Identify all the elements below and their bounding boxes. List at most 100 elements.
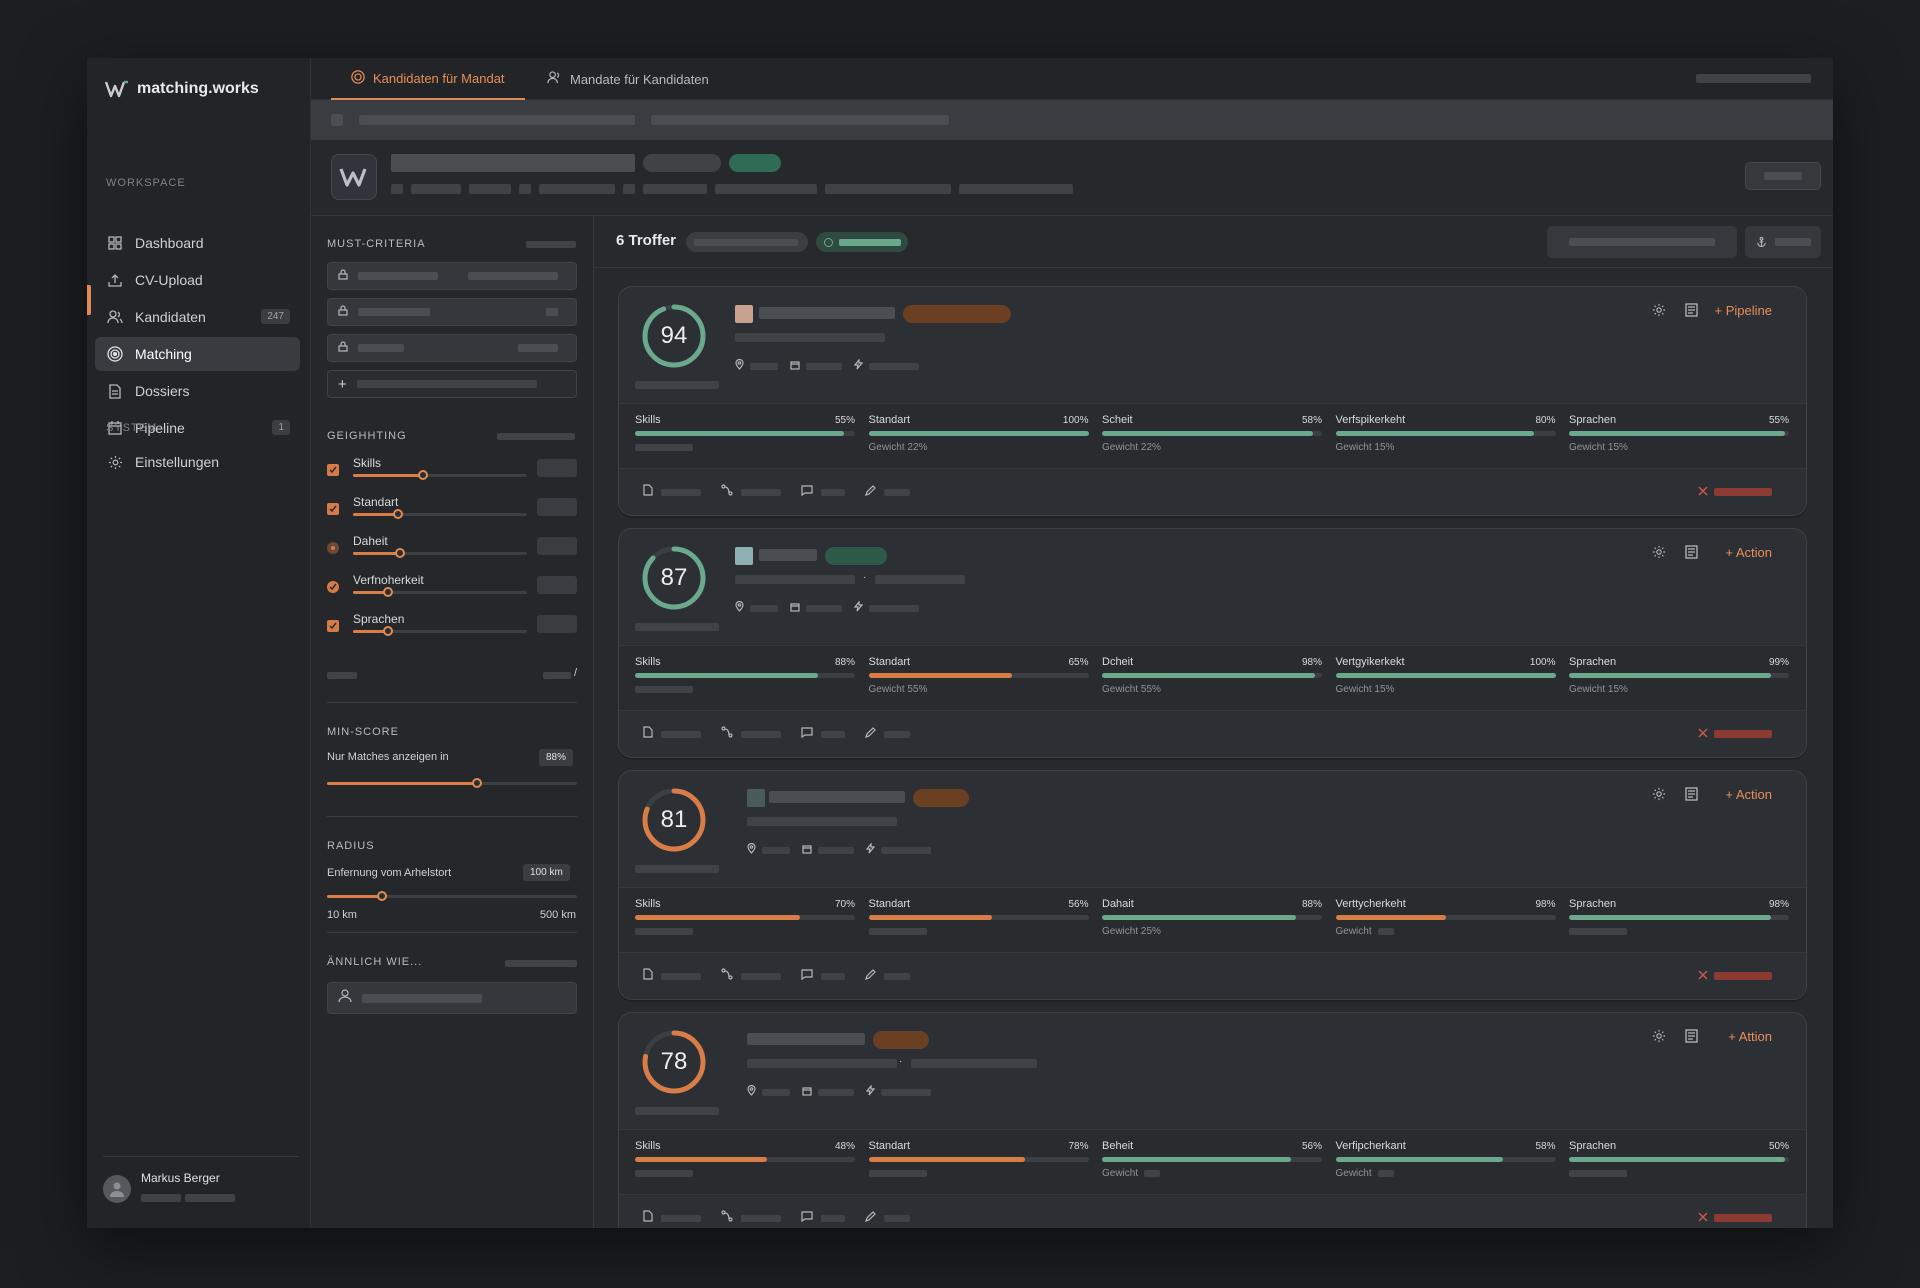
settings-icon[interactable] — [1652, 1029, 1666, 1048]
checkbox[interactable] — [327, 620, 339, 632]
tab-kandidaten-fuer-mandat[interactable]: Kandidaten für Mandat — [331, 58, 525, 100]
weight-input[interactable] — [537, 576, 577, 594]
edit-icon[interactable] — [865, 725, 876, 743]
document-icon[interactable] — [643, 725, 653, 743]
settings-icon[interactable] — [1652, 545, 1666, 564]
weight-input[interactable] — [537, 615, 577, 633]
metric-label: Sprachen — [1569, 1140, 1617, 1152]
breadcrumb — [311, 100, 1833, 140]
nav-dashboard[interactable]: Dashboard — [95, 226, 300, 260]
edit-icon[interactable] — [865, 967, 876, 985]
slider-handle[interactable] — [394, 548, 405, 558]
add-criterion-button[interactable]: + — [327, 370, 577, 398]
card-action-button[interactable]: + Action — [1725, 545, 1772, 560]
user-profile[interactable]: Markus Berger — [103, 1156, 299, 1207]
comment-icon[interactable] — [801, 483, 813, 501]
checkbox[interactable] — [327, 542, 339, 554]
nav-einstellungen[interactable]: Einstellungen — [95, 445, 300, 479]
reject-button[interactable] — [1698, 725, 1772, 743]
candidate-card[interactable]: 94 + Pipeline Skills 55% Standart 100% Gewicht… — [618, 286, 1807, 516]
active-indicator — [87, 285, 91, 315]
checkbox[interactable] — [327, 581, 339, 593]
settings-icon[interactable] — [1652, 787, 1666, 806]
candidate-card[interactable]: 87 · + Action Skills 88% Standart 65% Gewicht 5… — [618, 528, 1807, 758]
slider-handle[interactable] — [417, 470, 428, 480]
route-icon[interactable] — [721, 483, 733, 501]
document-icon[interactable] — [643, 1209, 653, 1227]
weight-slider[interactable] — [353, 470, 527, 480]
candidate-name[interactable] — [759, 307, 895, 319]
min-score-slider[interactable] — [327, 778, 577, 788]
slider-handle[interactable] — [393, 509, 404, 519]
weight-slider[interactable] — [353, 626, 527, 636]
weight-slider[interactable] — [353, 548, 527, 558]
weight-standart[interactable]: Standart — [327, 495, 577, 533]
metric-bar-fill — [1569, 431, 1785, 436]
notes-icon[interactable] — [1685, 787, 1698, 806]
settings-icon[interactable] — [1652, 303, 1666, 322]
reject-button[interactable] — [1698, 1209, 1772, 1227]
route-icon[interactable] — [721, 1209, 733, 1227]
comment-icon[interactable] — [801, 725, 813, 743]
must-criterion-row[interactable] — [327, 334, 577, 362]
card-action-button[interactable]: + Attion — [1728, 1029, 1772, 1044]
radius-slider[interactable] — [327, 891, 577, 901]
nav-dossiers[interactable]: Dossiers — [95, 374, 300, 408]
reject-button[interactable] — [1698, 967, 1772, 985]
candidate-name[interactable] — [759, 549, 817, 561]
active-filter-chip[interactable] — [816, 232, 908, 252]
slider-handle[interactable] — [472, 778, 482, 788]
comment-icon[interactable] — [801, 967, 813, 985]
candidate-card[interactable]: 81 + Action Skills 70% Standart 56% Dahait 88% G… — [618, 770, 1807, 1000]
route-icon[interactable] — [721, 725, 733, 743]
radius-value[interactable]: 100 km — [523, 864, 570, 881]
similar-candidate-input[interactable] — [327, 982, 577, 1014]
nav-pipeline[interactable]: Pipeline 1 — [95, 411, 300, 445]
card-action-button[interactable]: + Pipeline — [1714, 303, 1772, 318]
slider-handle[interactable] — [377, 891, 387, 901]
notes-icon[interactable] — [1685, 303, 1698, 322]
must-criterion-row[interactable] — [327, 298, 577, 326]
must-criterion-row[interactable] — [327, 262, 577, 290]
calendar-icon — [790, 357, 800, 375]
weight-slider[interactable] — [353, 509, 527, 519]
card-action-button[interactable]: + Action — [1725, 787, 1772, 802]
edit-icon[interactable] — [865, 1209, 876, 1227]
reject-button[interactable] — [1698, 483, 1772, 501]
route-icon[interactable] — [721, 967, 733, 985]
checkbox[interactable] — [327, 503, 339, 515]
calendar-icon — [107, 420, 123, 436]
metric-label: Standart — [868, 414, 911, 426]
checkbox[interactable] — [327, 464, 339, 476]
nav-cv-upload[interactable]: CV-Upload — [95, 263, 300, 297]
weight-input[interactable] — [537, 537, 577, 555]
metric-bar-fill — [1102, 1157, 1292, 1162]
weight-input[interactable] — [537, 459, 577, 477]
filter-chip[interactable] — [686, 232, 808, 252]
nav-matching[interactable]: Matching — [95, 337, 300, 371]
notes-icon[interactable] — [1685, 545, 1698, 564]
weight-skills[interactable]: Skills — [327, 456, 577, 494]
nav-kandidaten[interactable]: Kandidaten 247 — [95, 300, 300, 334]
document-icon[interactable] — [643, 967, 653, 985]
weight-daheit[interactable]: Daheit — [327, 534, 577, 572]
header-action-button[interactable] — [1745, 162, 1821, 190]
sort-dropdown[interactable] — [1547, 226, 1737, 258]
weight-input[interactable] — [537, 498, 577, 516]
weight-verfnoherkeit[interactable]: Verfnoherkeit — [327, 573, 577, 611]
comment-icon[interactable] — [801, 1209, 813, 1227]
slider-handle[interactable] — [382, 626, 393, 636]
edit-icon[interactable] — [865, 483, 876, 501]
candidate-card[interactable]: 78 · + Attion Skills 48% Standart 78% Beheit 56%… — [618, 1012, 1807, 1228]
weight-slider[interactable] — [353, 587, 527, 597]
notes-icon[interactable] — [1685, 1029, 1698, 1048]
weight-sprachen[interactable]: Sprachen — [327, 612, 577, 650]
export-button[interactable] — [1745, 226, 1821, 258]
tab-mandate-fuer-kandidaten[interactable]: Mandate für Kandidaten — [547, 58, 709, 100]
candidate-name[interactable] — [769, 791, 905, 803]
document-icon[interactable] — [643, 483, 653, 501]
candidate-name[interactable] — [747, 1033, 865, 1045]
slider-handle[interactable] — [382, 587, 393, 597]
min-score-value[interactable]: 88% — [539, 749, 574, 766]
brand-logo[interactable]: matching.works — [105, 80, 259, 98]
